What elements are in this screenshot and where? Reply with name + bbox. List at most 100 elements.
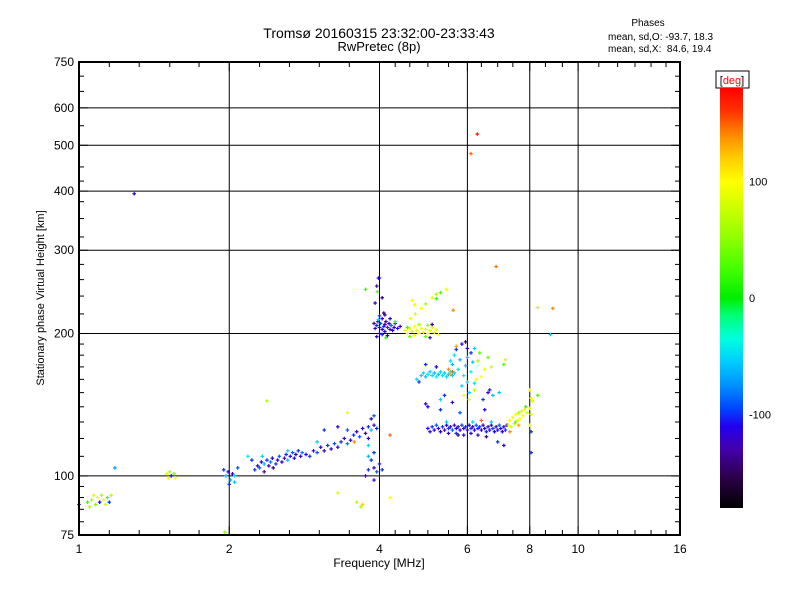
data-point — [444, 287, 449, 292]
data-point — [451, 308, 456, 313]
data-point — [458, 428, 462, 432]
data-point — [363, 287, 368, 292]
data-point — [456, 433, 460, 437]
data-point — [298, 454, 303, 459]
data-point — [377, 276, 382, 280]
data-point — [85, 500, 90, 504]
data-point — [388, 433, 392, 437]
y-tick-label: 600 — [54, 101, 74, 115]
phase-stats-header: Phases — [631, 18, 664, 29]
data-point — [472, 428, 477, 432]
data-point — [413, 312, 418, 316]
data-point — [535, 393, 540, 398]
data-point — [284, 452, 288, 457]
data-point — [275, 458, 280, 462]
data-point — [352, 440, 357, 444]
data-point — [434, 327, 439, 332]
y-axis-label: Stationary phase Virtual Height [km] — [35, 210, 47, 385]
data-point — [470, 420, 475, 424]
data-point — [444, 423, 449, 427]
data-point — [336, 445, 340, 449]
data-point — [465, 355, 470, 360]
data-point — [430, 425, 434, 429]
data-point — [436, 372, 441, 377]
data-point — [388, 495, 392, 500]
data-point — [446, 431, 451, 436]
data-point — [380, 295, 384, 300]
data-point — [265, 399, 269, 403]
data-point — [426, 323, 430, 328]
data-point — [274, 462, 278, 466]
data-point — [467, 390, 471, 395]
data-point — [296, 448, 301, 453]
data-point — [436, 332, 441, 337]
data-point — [262, 470, 267, 474]
data-point — [474, 377, 479, 382]
data-point — [434, 292, 439, 297]
data-point — [359, 505, 363, 509]
colorbar-tick-labels: 100 0 -100 — [749, 176, 771, 421]
data-point — [412, 303, 417, 307]
data-point — [434, 423, 439, 427]
data-point — [421, 371, 426, 375]
data-point — [430, 322, 434, 327]
data-point — [384, 319, 388, 324]
data-point — [426, 372, 430, 377]
data-point — [345, 428, 350, 432]
data-point — [336, 425, 340, 429]
data-point — [322, 428, 327, 432]
data-point — [430, 295, 434, 300]
data-point — [375, 290, 380, 294]
data-point — [374, 323, 379, 328]
data-point — [548, 332, 553, 337]
data-point — [232, 474, 237, 478]
data-point — [508, 429, 512, 434]
data-point — [223, 530, 227, 535]
data-point — [519, 409, 524, 414]
data-point — [417, 380, 421, 384]
data-point — [434, 375, 439, 379]
data-point — [530, 399, 535, 403]
data-point — [266, 464, 271, 468]
data-point — [515, 418, 520, 423]
data-point — [499, 426, 503, 431]
data-point — [446, 367, 451, 372]
data-point — [417, 331, 421, 336]
data-point — [87, 505, 92, 509]
data-point — [432, 428, 437, 432]
data-point — [450, 400, 455, 405]
data-point — [280, 460, 284, 464]
data-point — [250, 458, 254, 462]
data-point — [99, 493, 104, 498]
phase-stats-x-mode: mean, sd,X: 84.6, 19.4 — [608, 44, 712, 55]
data-point — [384, 335, 388, 340]
data-point — [479, 428, 484, 432]
data-point — [363, 474, 368, 478]
data-point — [372, 321, 376, 326]
data-point — [495, 428, 500, 432]
data-point — [95, 495, 100, 500]
data-point — [475, 132, 480, 136]
data-point — [315, 440, 319, 444]
data-point — [385, 325, 390, 330]
data-point — [469, 369, 473, 374]
data-point — [360, 426, 365, 431]
data-point — [492, 429, 497, 434]
data-point — [398, 324, 402, 329]
data-point — [454, 347, 459, 352]
data-point — [423, 302, 428, 306]
data-point — [426, 426, 430, 431]
data-point — [428, 328, 432, 333]
data-point — [232, 480, 237, 484]
data-point — [376, 317, 381, 322]
data-point — [336, 491, 340, 495]
data-point — [448, 425, 453, 429]
data-point — [345, 441, 350, 446]
data-point — [428, 369, 432, 374]
data-point — [294, 452, 298, 457]
data-point — [407, 334, 412, 339]
data-point — [472, 381, 477, 386]
data-point — [460, 342, 464, 346]
data-point — [513, 412, 518, 417]
y-tick-label: 75 — [61, 528, 75, 542]
